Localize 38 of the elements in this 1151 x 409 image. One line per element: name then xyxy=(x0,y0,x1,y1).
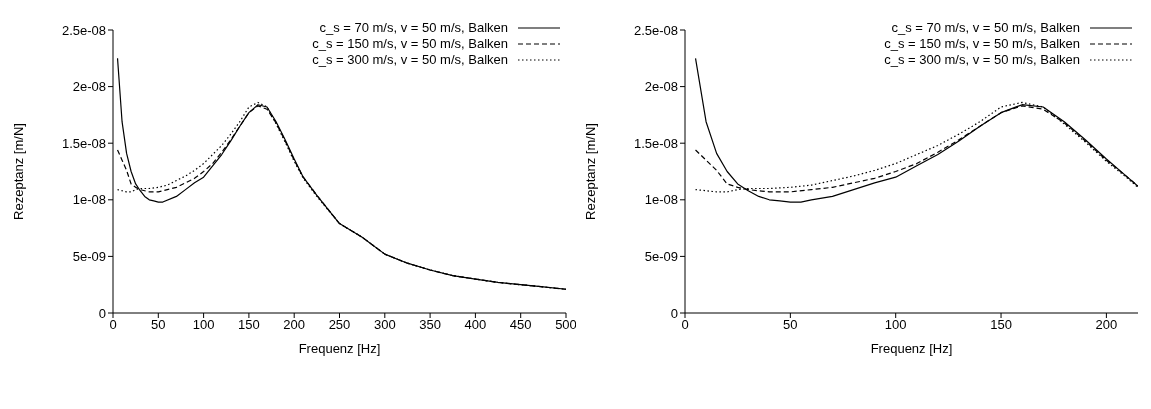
y-axis-title: Rezeptanz [m/N] xyxy=(10,123,26,220)
legend-label: c_s = 300 m/s, v = 50 m/s, Balken xyxy=(884,52,1080,68)
x-tick-label: 0 xyxy=(681,317,689,333)
x-tick-label: 150 xyxy=(990,317,1012,333)
legend-label: c_s = 70 m/s, v = 50 m/s, Balken xyxy=(891,20,1080,36)
x-tick-label: 200 xyxy=(283,317,306,333)
legend-label: c_s = 150 m/s, v = 50 m/s, Balken xyxy=(312,36,508,52)
x-axis-title: Frequenz [Hz] xyxy=(298,341,381,356)
y-tick-label: 2e-08 xyxy=(72,79,106,95)
y-tick-label: 1.5e-08 xyxy=(633,135,678,151)
x-tick-label: 250 xyxy=(328,317,351,333)
y-tick-label: 5e-09 xyxy=(644,249,678,265)
y-tick-label: 1.5e-08 xyxy=(61,135,106,151)
y-tick-label: 5e-09 xyxy=(72,249,106,265)
x-tick-label: 50 xyxy=(783,317,798,333)
x-tick-label: 350 xyxy=(419,317,441,333)
x-tick-label: 100 xyxy=(884,317,907,333)
y-tick-label: 1e-08 xyxy=(644,192,678,208)
x-tick-label: 500 xyxy=(555,317,577,333)
legend-label: c_s = 150 m/s, v = 50 m/s, Balken xyxy=(884,36,1080,52)
y-tick-label: 2e-08 xyxy=(644,79,678,95)
y-tick-label: 2.5e-08 xyxy=(61,22,106,38)
y-tick-label: 2.5e-08 xyxy=(633,22,678,38)
legend-label: c_s = 300 m/s, v = 50 m/s, Balken xyxy=(312,52,508,68)
x-tick-label: 150 xyxy=(238,317,260,333)
x-tick-label: 100 xyxy=(192,317,215,333)
x-tick-label: 50 xyxy=(151,317,166,333)
x-tick-label: 400 xyxy=(464,317,487,333)
y-tick-label: 0 xyxy=(670,305,678,321)
x-tick-label: 450 xyxy=(509,317,532,333)
x-tick-label: 200 xyxy=(1095,317,1118,333)
y-axis-title: Rezeptanz [m/N] xyxy=(582,123,598,220)
legend-label: c_s = 70 m/s, v = 50 m/s, Balken xyxy=(319,20,508,36)
y-tick-label: 1e-08 xyxy=(72,192,106,208)
x-axis-title: Frequenz [Hz] xyxy=(870,341,953,356)
x-tick-label: 300 xyxy=(373,317,396,333)
y-tick-label: 0 xyxy=(98,305,106,321)
x-tick-label: 0 xyxy=(109,317,117,333)
